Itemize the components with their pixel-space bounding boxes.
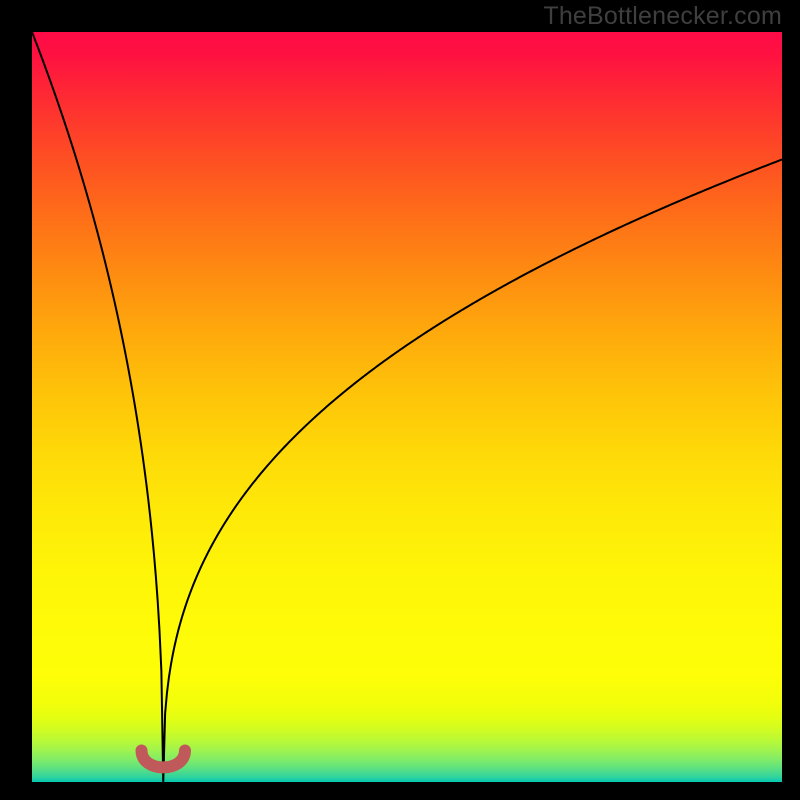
watermark-text: TheBottlenecker.com — [543, 2, 782, 31]
frame-border-right — [782, 0, 800, 800]
plot-area — [32, 32, 782, 782]
stage: TheBottlenecker.com — [0, 0, 800, 800]
frame-border-bottom — [0, 782, 800, 800]
chart-curve — [32, 32, 782, 782]
frame-border-left — [0, 0, 32, 800]
